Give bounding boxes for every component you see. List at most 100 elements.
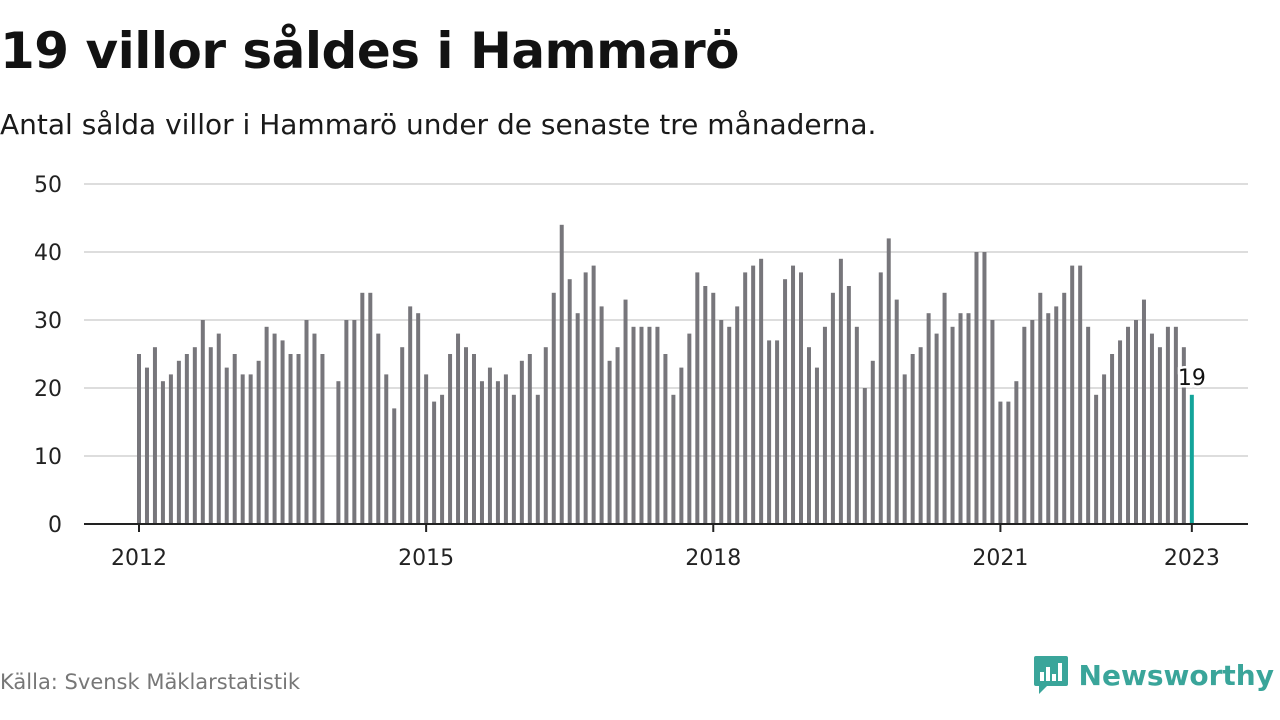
bar (583, 272, 588, 524)
y-tick-label: 50 (34, 173, 62, 198)
annotations: 19 (1175, 363, 1208, 393)
bar (296, 354, 301, 524)
bar (232, 354, 237, 524)
bar (878, 272, 883, 524)
bar (783, 279, 788, 524)
bar (806, 347, 811, 524)
bar (998, 401, 1003, 524)
bar (264, 326, 269, 524)
bar (1014, 381, 1019, 524)
x-tick-label: 2015 (398, 546, 454, 571)
bar (886, 238, 891, 524)
y-tick-label: 0 (48, 513, 62, 538)
brand-logo[interactable]: Newsworthy (1033, 654, 1274, 696)
bar (799, 272, 804, 524)
bar (791, 265, 796, 524)
bar (352, 320, 357, 524)
bar (1157, 347, 1162, 524)
bar (1181, 347, 1186, 524)
bar (623, 299, 628, 524)
bar (743, 272, 748, 524)
bar (974, 252, 979, 524)
bar (240, 374, 245, 524)
bar (192, 347, 197, 524)
bar (767, 340, 772, 524)
bar (719, 320, 724, 524)
bar (527, 354, 532, 524)
bar (591, 265, 596, 524)
bar (599, 306, 604, 524)
bar (918, 347, 923, 524)
bar (479, 381, 484, 524)
bar (432, 401, 437, 524)
bar (902, 374, 907, 524)
bar (647, 326, 652, 524)
bar (759, 258, 764, 524)
bar (137, 354, 141, 524)
bar (982, 252, 987, 524)
bar (344, 320, 349, 524)
bar (256, 360, 261, 524)
bar (176, 360, 181, 524)
bar (384, 374, 389, 524)
bar (751, 265, 756, 524)
y-tick-label: 20 (34, 377, 62, 402)
bar (1070, 265, 1075, 524)
bar (575, 313, 580, 524)
gridlines (84, 183, 1248, 457)
bar (1118, 340, 1123, 524)
bar (631, 326, 636, 524)
y-axis-ticks: 0 10 20 30 40 50 (34, 173, 62, 538)
bar (639, 326, 644, 524)
bar (926, 313, 931, 524)
bar (1078, 265, 1083, 524)
chart-subtitle: Antal sålda villor i Hammarö under de se… (0, 108, 877, 141)
bar (814, 367, 819, 524)
bar (934, 333, 939, 524)
bar (1086, 326, 1091, 524)
bar (224, 367, 229, 524)
bar (695, 272, 700, 524)
bar (304, 320, 309, 524)
bar (1022, 326, 1027, 524)
bar (559, 224, 564, 525)
bar (894, 299, 899, 524)
bar (184, 354, 189, 524)
bar (551, 292, 556, 524)
bar (687, 333, 692, 524)
bar (942, 292, 947, 524)
bar (519, 360, 524, 524)
bar (152, 347, 157, 524)
bar (1126, 326, 1131, 524)
bar (424, 374, 429, 524)
source-note: Källa: Svensk Mäklarstatistik (0, 670, 301, 694)
bar (607, 360, 612, 524)
bar (376, 333, 381, 524)
bar (846, 286, 851, 524)
data-label: 19 (1178, 366, 1206, 391)
bar (1046, 313, 1051, 524)
bar (711, 292, 716, 524)
bar (336, 381, 341, 524)
bar (511, 394, 516, 524)
chart-title: 19 villor såldes i Hammarö (0, 22, 740, 80)
bar (392, 408, 397, 524)
bar (671, 394, 676, 524)
bar (1062, 292, 1067, 524)
bar (487, 367, 492, 524)
bar (200, 320, 205, 524)
bar (535, 394, 540, 524)
bar (280, 340, 285, 524)
bar (495, 381, 500, 524)
x-tick-label: 2012 (111, 546, 167, 571)
bar (966, 313, 971, 524)
bar (464, 347, 469, 524)
bar (1149, 333, 1154, 524)
bar (208, 347, 213, 524)
bar (1173, 326, 1178, 524)
bar (663, 354, 668, 524)
bar (655, 326, 660, 524)
bar (910, 354, 915, 524)
x-tick-label: 2021 (972, 546, 1028, 571)
bar (735, 306, 740, 524)
